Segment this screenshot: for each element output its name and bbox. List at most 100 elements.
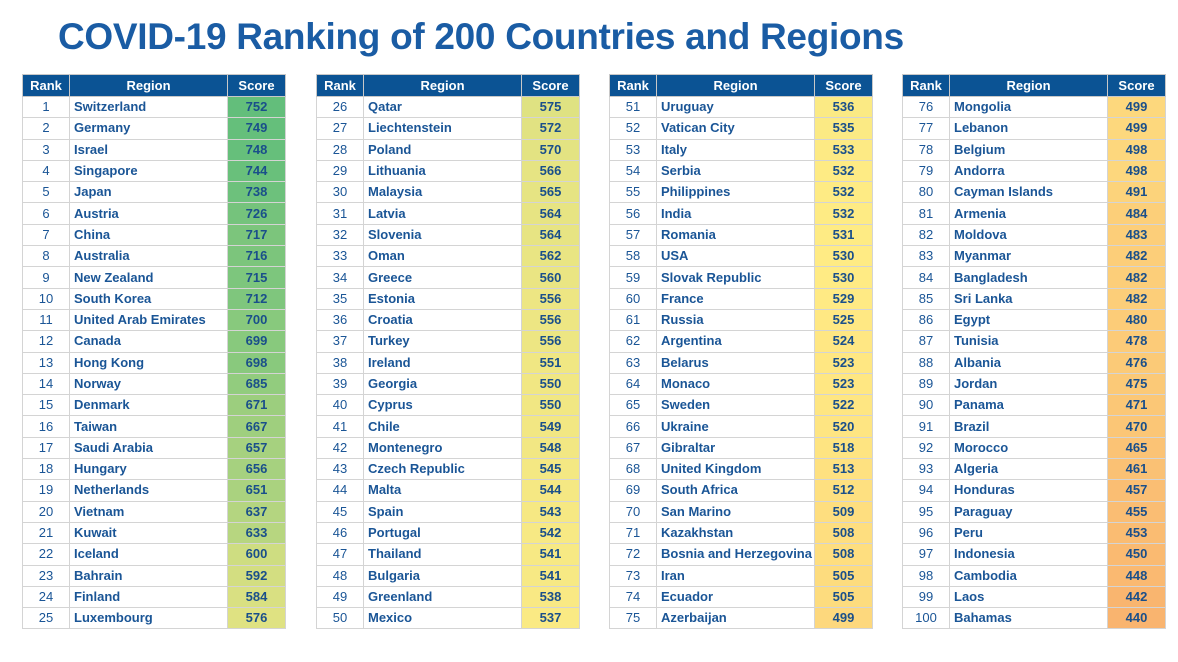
rank-cell: 22 [22,543,70,566]
score-cell: 637 [227,500,286,523]
rank-cell: 96 [902,521,950,545]
rank-cell: 63 [609,351,657,374]
region-cell: Paraguay [949,500,1108,523]
table-row: 55 Philippines 532 [609,181,873,204]
table-row: 11 United Arab Emirates 700 [22,308,286,332]
region-cell: Turkey [363,330,522,353]
region-cell: Vatican City [656,117,815,140]
score-cell: 505 [814,585,873,609]
score-cell: 535 [814,117,873,140]
score-cell: 671 [227,394,286,417]
rank-cell: 60 [609,287,657,310]
score-cell: 717 [227,223,286,247]
score-cell: 592 [227,564,286,587]
table-row: 95 Paraguay 455 [902,500,1166,523]
region-cell: Kuwait [69,521,228,545]
score-cell: 550 [521,372,580,396]
table-row: 66 Ukraine 520 [609,415,873,438]
score-cell: 575 [521,95,580,119]
table-row: 36 Croatia 556 [316,308,580,332]
table-row: 83 Myanmar 482 [902,245,1166,268]
table-row: 2 Germany 749 [22,117,286,140]
rank-cell: 38 [316,351,364,374]
rank-cell: 64 [609,372,657,396]
score-cell: 560 [521,266,580,289]
rank-cell: 77 [902,117,950,140]
region-cell: Canada [69,330,228,353]
table-row: 57 Romania 531 [609,223,873,247]
score-cell: 700 [227,308,286,332]
rank-cell: 54 [609,159,657,183]
table-row: 81 Armenia 484 [902,202,1166,225]
table-row: 49 Greenland 538 [316,585,580,609]
table-row: 8 Australia 716 [22,245,286,268]
rank-cell: 69 [609,479,657,502]
rank-cell: 90 [902,394,950,417]
header-region: Region [656,74,815,97]
region-cell: Andorra [949,159,1108,183]
header-score: Score [521,74,580,97]
rank-cell: 41 [316,415,364,438]
score-cell: 498 [1107,159,1166,183]
table-row: 47 Thailand 541 [316,543,580,566]
region-cell: South Korea [69,287,228,310]
score-cell: 512 [814,479,873,502]
score-cell: 530 [814,245,873,268]
table-row: 53 Italy 533 [609,138,873,161]
table-row: 75 Azerbaijan 499 [609,607,873,630]
rank-cell: 97 [902,543,950,566]
region-cell: Iceland [69,543,228,566]
region-cell: South Africa [656,479,815,502]
score-cell: 499 [814,607,873,630]
score-cell: 499 [1107,95,1166,119]
score-cell: 532 [814,181,873,204]
table-row: 33 Oman 562 [316,245,580,268]
region-cell: Germany [69,117,228,140]
table-row: 3 Israel 748 [22,138,286,161]
rank-cell: 53 [609,138,657,161]
header-rank: Rank [609,74,657,97]
table-row: 78 Belgium 498 [902,138,1166,161]
region-cell: New Zealand [69,266,228,289]
table-row: 23 Bahrain 592 [22,564,286,587]
region-cell: Bulgaria [363,564,522,587]
rank-cell: 43 [316,458,364,481]
rank-cell: 72 [609,543,657,566]
rank-cell: 89 [902,372,950,396]
table-row: 20 Vietnam 637 [22,500,286,523]
rank-cell: 80 [902,181,950,204]
region-cell: Jordan [949,372,1108,396]
region-cell: Kazakhstan [656,521,815,545]
score-cell: 529 [814,287,873,310]
rank-cell: 74 [609,585,657,609]
rank-cell: 45 [316,500,364,523]
score-cell: 513 [814,458,873,481]
rank-cell: 10 [22,287,70,310]
table-row: 43 Czech Republic 545 [316,458,580,481]
region-cell: Australia [69,245,228,268]
region-cell: United Kingdom [656,458,815,481]
rank-cell: 42 [316,436,364,460]
score-cell: 545 [521,458,580,481]
region-cell: Uruguay [656,95,815,119]
score-cell: 531 [814,223,873,247]
ranking-table: Rank Region Score 26 Qatar 575 27 Liechtenstein… [316,74,580,630]
region-cell: Slovak Republic [656,266,815,289]
score-cell: 685 [227,372,286,396]
rank-cell: 50 [316,607,364,630]
rank-cell: 2 [22,117,70,140]
region-cell: Sri Lanka [949,287,1108,310]
score-cell: 533 [814,138,873,161]
score-cell: 483 [1107,223,1166,247]
score-cell: 522 [814,394,873,417]
region-cell: Serbia [656,159,815,183]
region-cell: Austria [69,202,228,225]
table-row: 88 Albania 476 [902,351,1166,374]
score-cell: 523 [814,351,873,374]
score-cell: 508 [814,521,873,545]
rank-cell: 13 [22,351,70,374]
rank-cell: 62 [609,330,657,353]
score-cell: 698 [227,351,286,374]
score-cell: 565 [521,181,580,204]
rank-cell: 20 [22,500,70,523]
